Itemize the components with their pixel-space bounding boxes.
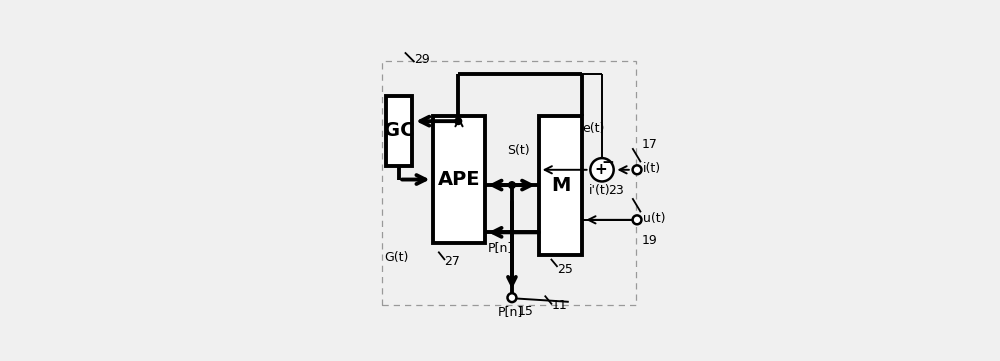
FancyBboxPatch shape (386, 96, 412, 166)
Text: +: + (594, 162, 607, 177)
Text: S(t): S(t) (507, 144, 529, 157)
Text: 23: 23 (609, 184, 624, 197)
Circle shape (633, 216, 641, 224)
Text: i(t): i(t) (643, 162, 661, 175)
Text: P[n]: P[n] (487, 241, 513, 254)
Text: u(t): u(t) (643, 212, 666, 225)
FancyBboxPatch shape (433, 116, 485, 243)
Circle shape (590, 158, 614, 182)
Circle shape (455, 118, 462, 125)
Text: 25: 25 (557, 262, 573, 275)
Text: G(t): G(t) (384, 251, 409, 264)
Text: 29: 29 (414, 53, 430, 66)
Text: −: − (602, 155, 614, 170)
Circle shape (633, 165, 641, 174)
Text: P[n]: P[n] (498, 305, 523, 318)
Text: e(t): e(t) (582, 122, 605, 135)
Text: 19: 19 (641, 234, 657, 247)
Text: 11: 11 (551, 299, 567, 312)
Text: M: M (551, 175, 570, 195)
Text: i'(t): i'(t) (588, 184, 610, 197)
Circle shape (507, 293, 516, 302)
Text: 27: 27 (444, 255, 460, 268)
FancyBboxPatch shape (539, 116, 582, 255)
Text: APE: APE (438, 170, 480, 189)
Circle shape (509, 182, 515, 188)
Text: 15: 15 (517, 305, 533, 318)
Text: 17: 17 (641, 138, 657, 151)
Text: GC: GC (384, 121, 414, 140)
